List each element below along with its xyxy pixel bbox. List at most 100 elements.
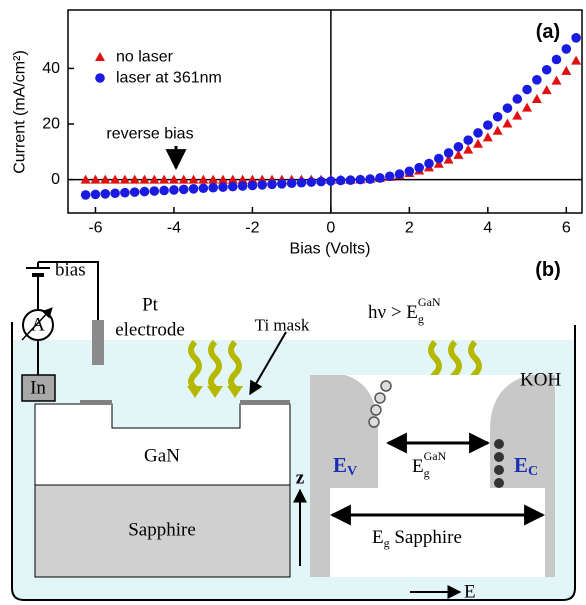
data-point (522, 103, 532, 112)
x-axis-label: Bias (Volts) (290, 241, 371, 258)
legend-label: laser at 361nm (116, 70, 222, 87)
data-point (336, 176, 346, 186)
data-point (110, 188, 120, 198)
diagram: (b) bias A Pt electrode Ti mask hν > EgG… (12, 259, 575, 603)
gan-label: GaN (144, 446, 180, 467)
data-point (434, 154, 444, 164)
data-point (365, 174, 375, 184)
data-point (473, 139, 483, 148)
data-point (81, 190, 91, 200)
y-tick-label: 0 (51, 171, 60, 188)
data-point (562, 44, 572, 54)
x-tick-label: -6 (88, 220, 102, 237)
electrolyte-label: KOH (520, 370, 561, 391)
legend-marker (95, 52, 105, 61)
data-point (493, 126, 503, 135)
electrode-label: Pt (142, 295, 159, 316)
annotation: reverse bias (106, 126, 193, 143)
data-point (218, 182, 228, 192)
data-point (414, 163, 424, 173)
data-point (483, 132, 493, 141)
y-tick-label: 20 (42, 116, 60, 133)
data-point (493, 112, 503, 122)
data-point (532, 75, 542, 85)
data-point (405, 166, 415, 176)
data-point (179, 185, 189, 195)
data-point (542, 65, 552, 75)
data-point (150, 186, 160, 196)
data-point (473, 128, 483, 138)
data-point (375, 173, 385, 183)
data-point (542, 85, 552, 94)
pt-electrode (92, 320, 104, 365)
x-tick-label: -2 (245, 220, 259, 237)
data-point (463, 135, 473, 145)
data-point (552, 55, 562, 65)
data-point (120, 188, 130, 198)
data-point (130, 187, 140, 197)
chart: (a) Bias (Volts) Current (mA/cm²) revers… (12, 10, 583, 258)
data-point (503, 103, 513, 113)
data-point (502, 118, 512, 127)
x-tick-label: -4 (167, 220, 181, 237)
data-point (463, 145, 473, 154)
y-axis-label: Current (mA/cm²) (12, 50, 29, 174)
ti-mask-label: Ti mask (255, 316, 310, 335)
data-point (346, 175, 356, 185)
data-point (512, 94, 522, 104)
legend-marker (95, 73, 105, 83)
data-point (395, 169, 405, 179)
panel-label: (b) (535, 259, 561, 281)
ti-mask (240, 400, 290, 405)
data-point (424, 159, 434, 169)
legend-label: no laser (116, 49, 174, 66)
electrode-label: electrode (115, 320, 185, 341)
data-point (532, 94, 542, 103)
data-point (561, 66, 571, 75)
data-point (287, 178, 297, 188)
data-point (306, 177, 316, 187)
x-tick-label: 6 (562, 220, 571, 237)
data-point (100, 189, 110, 199)
data-point (159, 186, 169, 196)
data-point (257, 180, 267, 190)
data-point (571, 33, 581, 43)
data-point (454, 142, 464, 152)
data-point (228, 182, 238, 192)
photon-label: hν > EgGaN (368, 295, 441, 326)
z-label: z (296, 468, 305, 489)
data-point (571, 56, 581, 65)
figure: (a) Bias (Volts) Current (mA/cm²) revers… (0, 0, 586, 605)
data-point (444, 148, 454, 158)
ti-mask (80, 400, 112, 405)
data-point (238, 181, 248, 191)
chart-title: (a) (536, 21, 560, 43)
data-point (140, 187, 150, 197)
data-point (189, 184, 199, 194)
data-point (316, 177, 326, 187)
x-tick-label: 0 (326, 220, 335, 237)
data-point (522, 85, 532, 95)
data-point (512, 111, 522, 120)
data-point (91, 190, 101, 200)
data-point (326, 176, 336, 186)
data-point (208, 183, 218, 193)
field-label: E (464, 582, 476, 603)
data-point (385, 171, 395, 181)
x-tick-label: 4 (483, 220, 492, 237)
data-point (169, 185, 179, 195)
x-tick-label: 2 (405, 220, 414, 237)
data-point (277, 179, 287, 189)
bias-label: bias (55, 260, 86, 281)
data-point (267, 180, 277, 190)
y-tick-label: 40 (42, 60, 60, 77)
data-point (551, 76, 561, 85)
ammeter-label: A (31, 315, 45, 336)
data-point (297, 178, 307, 188)
contact-label: In (30, 378, 46, 399)
data-point (356, 175, 366, 185)
data-point (199, 183, 209, 193)
sapphire-label: Sapphire (128, 520, 196, 541)
data-point (483, 120, 493, 130)
data-point (248, 181, 258, 191)
